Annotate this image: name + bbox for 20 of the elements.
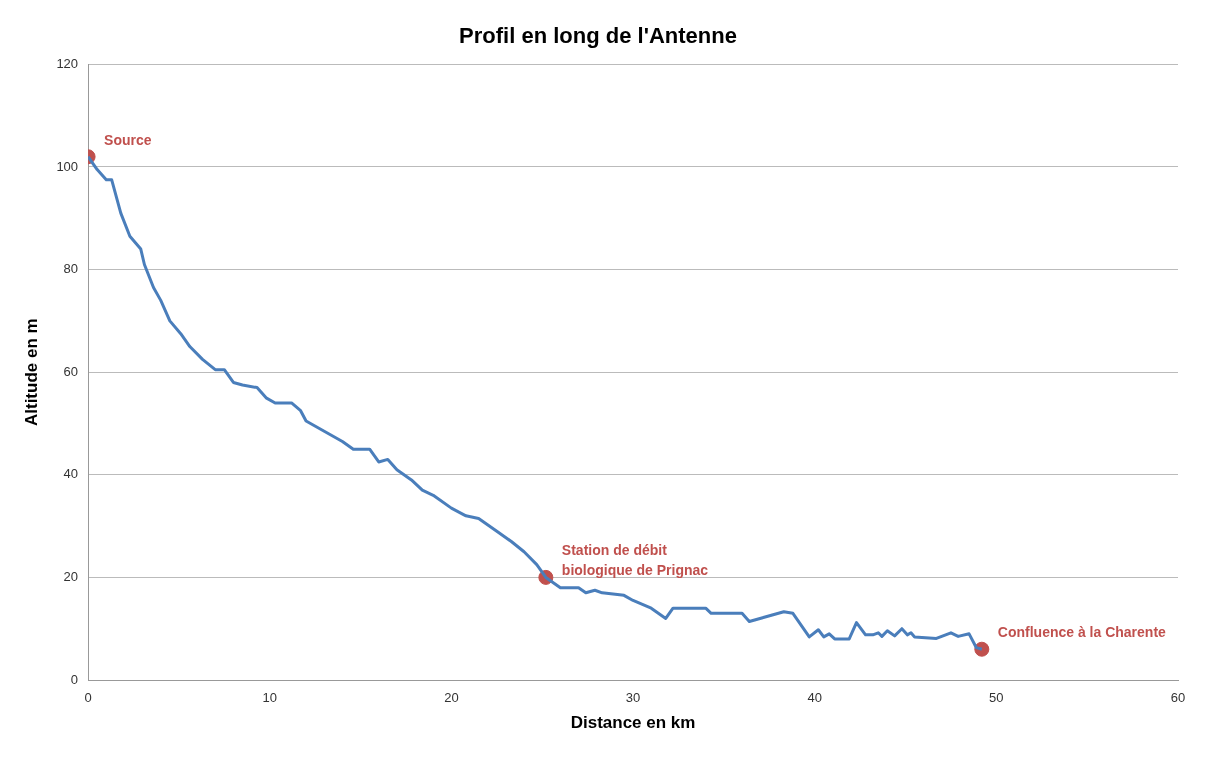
y-tick-label: 60 [63, 363, 79, 379]
y-tick-label: 100 [56, 158, 79, 174]
y-tick-label: 0 [70, 671, 79, 687]
annotation: Confluence à la Charente [997, 624, 1167, 641]
x-tick-label: 30 [625, 690, 641, 706]
x-tick-label: 40 [807, 690, 822, 706]
y-tick-label: 40 [63, 466, 79, 482]
y-tick-label: 20 [63, 568, 79, 584]
y-tick-label: 80 [63, 261, 79, 277]
x-tick-label: 0 [84, 690, 92, 706]
x-tick-label: 20 [444, 690, 459, 706]
y-axis-title: Altitude en m [21, 318, 41, 427]
chart-title: Profil en long de l'Antenne [459, 23, 737, 49]
x-tick-label: 60 [1170, 690, 1186, 706]
y-tick-label: 120 [56, 55, 79, 71]
annotation: Station de débit biologique de Prignac [561, 542, 709, 579]
x-tick-label: 50 [989, 690, 1004, 706]
x-axis-title: Distance en km [570, 713, 696, 733]
annotation: Source [104, 131, 152, 148]
x-tick-label: 10 [262, 690, 277, 706]
